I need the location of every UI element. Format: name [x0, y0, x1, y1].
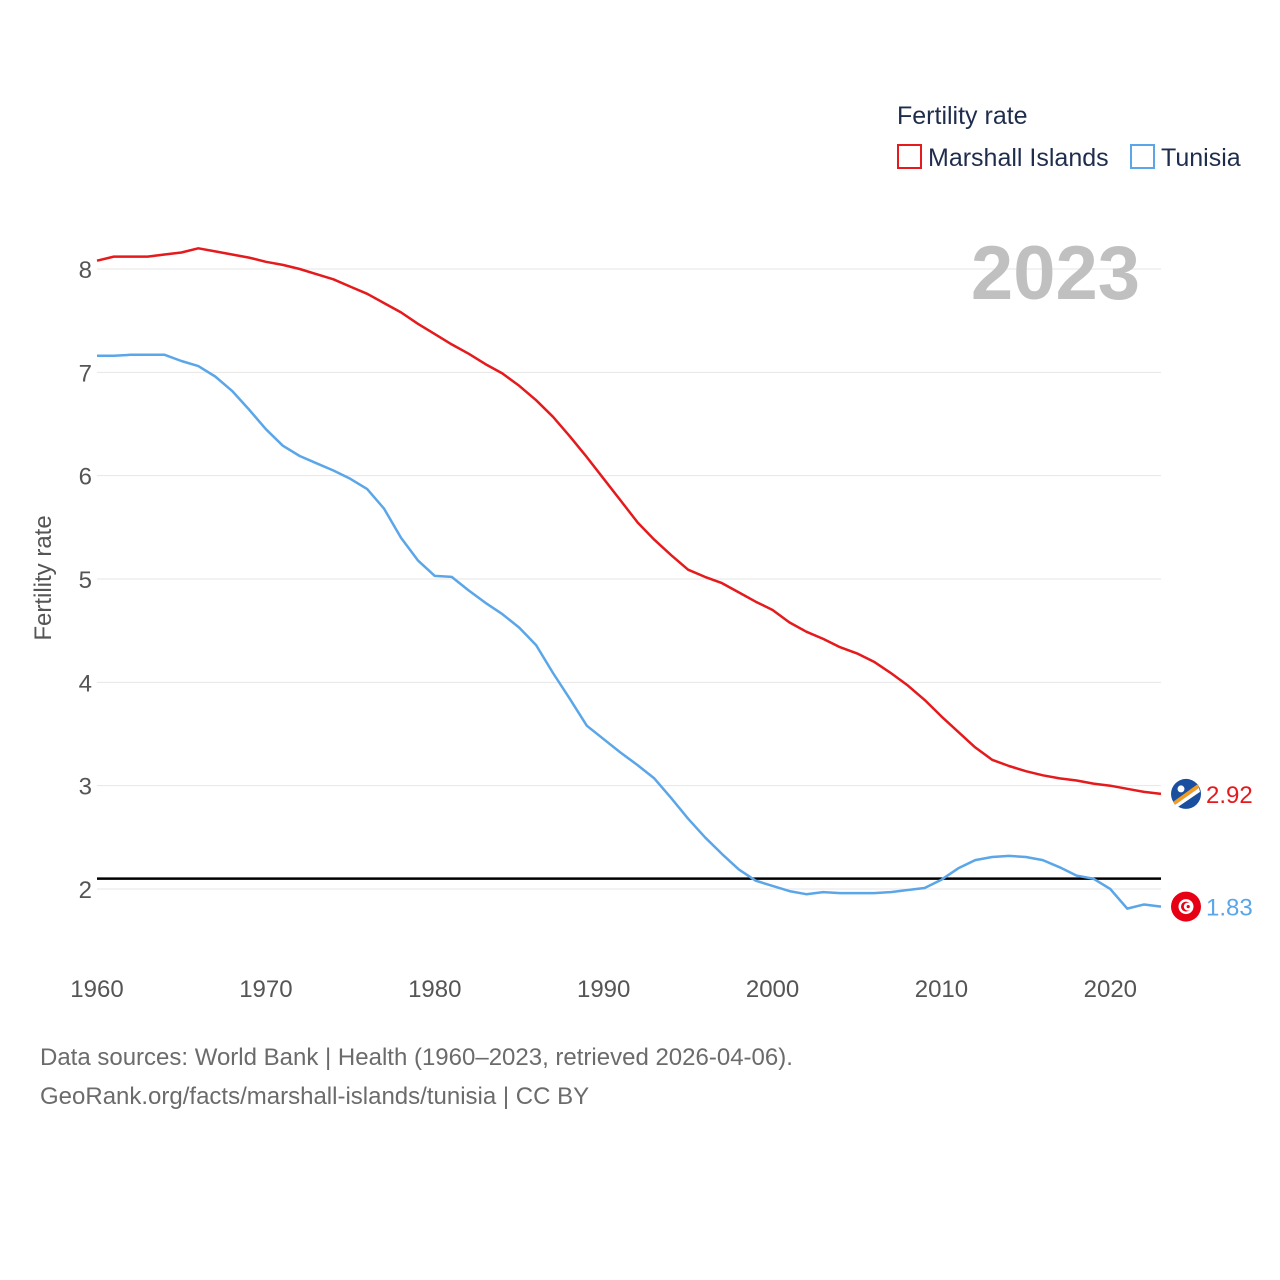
tunisia-flag-icon: [1171, 891, 1201, 922]
legend-swatch-marshall-islands: [897, 144, 922, 169]
legend: Fertility rate Marshall Islands Tunisia: [897, 102, 1241, 172]
y-tick-label: 3: [79, 774, 92, 801]
x-tick-label: 1990: [577, 976, 630, 1003]
y-axis-ticks: 2 3 4 5 6 7 8: [79, 257, 92, 904]
legend-title: Fertility rate: [897, 102, 1028, 130]
x-axis-ticks: 1960 1970 1980 1990 2000 2010 2020: [70, 976, 1137, 1003]
legend-label-tunisia: Tunisia: [1161, 144, 1241, 172]
x-tick-label: 2010: [915, 976, 968, 1003]
legend-item-tunisia[interactable]: Tunisia: [1130, 144, 1241, 172]
legend-item-marshall-islands[interactable]: Marshall Islands: [897, 144, 1109, 172]
end-value-label-marshall-islands: 2.92: [1206, 782, 1253, 809]
series-layer: [96, 247, 1162, 910]
y-tick-label: 8: [79, 257, 92, 284]
y-tick-label: 4: [79, 670, 92, 697]
x-tick-label: 1970: [239, 976, 292, 1003]
y-tick-label: 6: [79, 464, 92, 491]
footer-sources: Data sources: World Bank | Health (1960–…: [40, 1044, 793, 1071]
end-markers: 2.92 1.83: [1171, 778, 1253, 922]
grid-layer: [97, 268, 1161, 890]
footer-link[interactable]: GeoRank.org/facts/marshall-islands/tunis…: [40, 1083, 590, 1110]
series-line-tunisia: [97, 353, 1162, 910]
y-tick-label: 2: [79, 877, 92, 904]
x-tick-label: 2020: [1084, 976, 1137, 1003]
legend-label-marshall-islands: Marshall Islands: [928, 144, 1109, 172]
x-tick-label: 1960: [70, 976, 123, 1003]
end-value-label-tunisia: 1.83: [1206, 895, 1253, 922]
y-axis-label: Fertility rate: [30, 515, 57, 640]
series-line-marshall-islands: [96, 247, 1162, 796]
legend-swatch-tunisia: [1130, 144, 1155, 169]
y-tick-label: 5: [79, 567, 92, 594]
x-tick-label: 1980: [408, 976, 461, 1003]
x-tick-label: 2000: [746, 976, 799, 1003]
y-tick-label: 7: [79, 360, 92, 387]
year-label: 2023: [971, 231, 1140, 316]
marshall-islands-flag-icon: [1171, 778, 1201, 809]
